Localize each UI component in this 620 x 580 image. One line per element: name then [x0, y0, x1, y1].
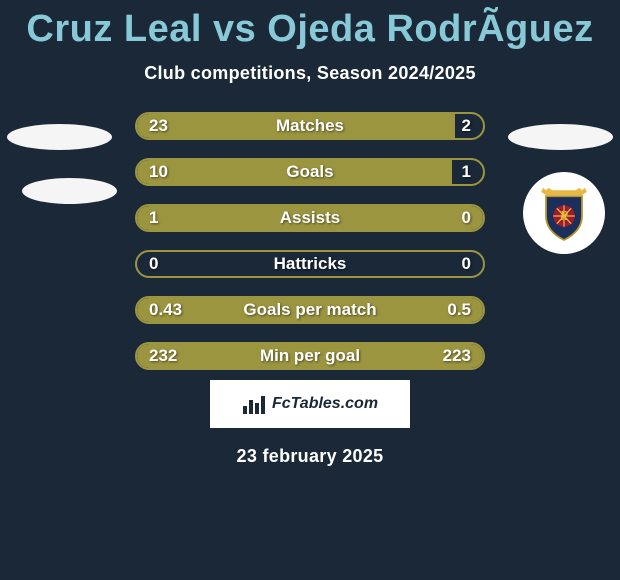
- stat-value-right: 1: [462, 162, 471, 182]
- stat-value-right: 223: [443, 346, 471, 366]
- placeholder-ellipse-left-2: [22, 178, 117, 204]
- stat-row: 10Goals1: [135, 158, 485, 186]
- stat-value-right: 0.5: [447, 300, 471, 320]
- stat-row: 0.43Goals per match0.5: [135, 296, 485, 324]
- page-title: Cruz Leal vs Ojeda RodrÃ­guez: [0, 0, 620, 51]
- stat-label: Goals per match: [137, 300, 483, 320]
- stat-value-right: 0: [462, 208, 471, 228]
- shield-crest-icon: R: [534, 183, 594, 243]
- stat-value-right: 0: [462, 254, 471, 274]
- bar-chart-icon: [242, 394, 266, 414]
- placeholder-ellipse-left-1: [7, 124, 112, 150]
- team-logo-right: R: [523, 172, 605, 254]
- stat-row: 232Min per goal223: [135, 342, 485, 370]
- footer-label: FcTables.com: [272, 395, 378, 413]
- placeholder-ellipse-right-1: [508, 124, 613, 150]
- subtitle: Club competitions, Season 2024/2025: [0, 63, 620, 84]
- stat-label: Matches: [137, 116, 483, 136]
- stat-row: 0Hattricks0: [135, 250, 485, 278]
- stats-area: R 23Matches210Goals11Assists00Hattricks0…: [0, 112, 620, 372]
- stat-label: Hattricks: [137, 254, 483, 274]
- date-text: 23 february 2025: [0, 446, 620, 467]
- svg-text:R: R: [559, 208, 569, 223]
- stat-row: 1Assists0: [135, 204, 485, 232]
- stat-label: Min per goal: [137, 346, 483, 366]
- stat-label: Assists: [137, 208, 483, 228]
- stat-label: Goals: [137, 162, 483, 182]
- stat-rows: 23Matches210Goals11Assists00Hattricks00.…: [135, 112, 485, 388]
- stat-value-right: 2: [462, 116, 471, 136]
- stat-row: 23Matches2: [135, 112, 485, 140]
